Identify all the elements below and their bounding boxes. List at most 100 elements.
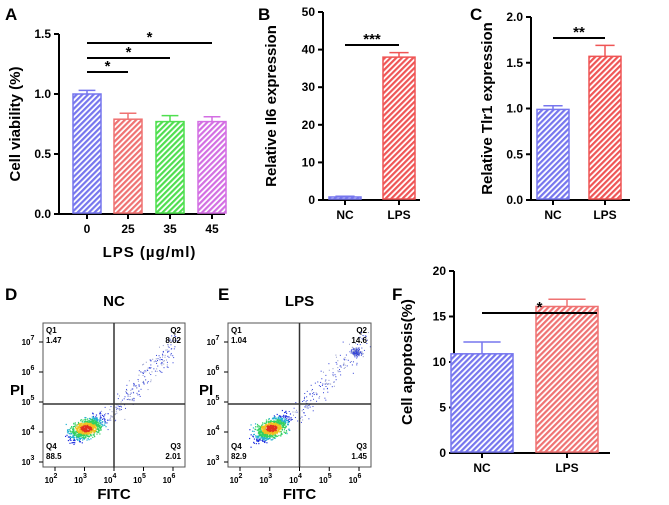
- scatter-point: [280, 435, 282, 437]
- scatter-point: [308, 418, 310, 420]
- scatter-point: [73, 431, 75, 433]
- scatter-point: [352, 347, 354, 349]
- scatter-point: [87, 418, 89, 420]
- scatter-point: [163, 367, 165, 369]
- scatter-point: [320, 381, 322, 383]
- scatter-point: [306, 390, 308, 392]
- scatter-point: [252, 436, 255, 438]
- scatter-point: [255, 426, 257, 428]
- scatter-point: [69, 430, 72, 432]
- scatter-point: [78, 440, 81, 442]
- scatter-point: [71, 442, 73, 444]
- scatter-point: [325, 374, 327, 376]
- scatter-point: [309, 394, 311, 396]
- scatter-point: [96, 433, 98, 435]
- bar-lps: [382, 56, 416, 200]
- scatter-point: [316, 394, 318, 396]
- scatter-point: [104, 406, 106, 408]
- scatter-point: [306, 405, 308, 407]
- scatter-point: [267, 435, 269, 438]
- scatter-point: [361, 347, 363, 349]
- scatter-point: [259, 434, 261, 437]
- scatter-point: [366, 343, 368, 345]
- scatter-point: [143, 381, 145, 383]
- scatter-point: [266, 424, 268, 426]
- scatter-point: [142, 380, 144, 382]
- y-tick-label: 10: [433, 355, 447, 369]
- scatter-point: [339, 354, 341, 356]
- scatter-point: [280, 434, 282, 436]
- scatter-point: [352, 351, 354, 353]
- scatter-point: [270, 424, 272, 426]
- scatter-point: [97, 428, 100, 430]
- quadrant-value-q3: 2.01: [165, 452, 181, 461]
- y-tick-label: 0.5: [506, 147, 523, 161]
- scatter-point: [261, 426, 263, 428]
- scatter-point: [280, 418, 283, 420]
- scatter-point: [264, 424, 266, 427]
- scatter-point: [275, 435, 277, 437]
- scatter-point: [78, 429, 81, 431]
- scatter-point: [127, 395, 129, 397]
- scatter-point: [282, 426, 285, 428]
- scatter-point: [252, 435, 254, 437]
- scatter-point: [150, 359, 152, 361]
- scatter-point: [94, 430, 96, 433]
- scatter-point: [83, 429, 85, 431]
- scatter-point: [125, 390, 127, 392]
- scatter-point: [283, 422, 286, 424]
- scatter-point: [151, 371, 153, 373]
- scatter-point: [310, 384, 312, 386]
- scatter-point: [147, 367, 149, 369]
- quadrant-name: Q4: [46, 442, 57, 451]
- scatter-point: [94, 420, 96, 422]
- scatter-point: [92, 412, 94, 414]
- y-axis-label: Relative Il6 expression: [263, 25, 280, 187]
- scatter-point: [142, 374, 144, 376]
- scatter-point: [268, 433, 271, 436]
- scatter-point: [77, 428, 79, 431]
- scatter-point: [80, 427, 82, 429]
- y-tick-exponent: 6: [31, 365, 35, 372]
- scatter-point: [335, 376, 337, 378]
- scatter-point: [89, 420, 91, 422]
- scatter-point: [283, 420, 285, 422]
- scatter-point: [280, 415, 282, 418]
- scatter-point: [81, 435, 83, 437]
- scatter-point: [158, 346, 160, 348]
- scatter-point: [80, 437, 83, 439]
- scatter-point: [281, 424, 283, 426]
- scatter-point: [259, 433, 261, 435]
- scatter-point: [165, 349, 167, 351]
- scatter-point: [88, 427, 90, 429]
- scatter-point: [160, 359, 162, 361]
- scatter-point: [95, 418, 97, 420]
- scatter-point: [358, 349, 360, 351]
- scatter-point: [264, 435, 266, 437]
- y-tick-label: 0: [308, 193, 315, 207]
- scatter-point: [72, 431, 74, 433]
- scatter-point: [73, 438, 75, 440]
- scatter-point: [351, 346, 353, 348]
- scatter-point: [96, 424, 98, 426]
- scatter-point: [354, 351, 356, 353]
- scatter-point: [278, 420, 280, 423]
- scatter-point: [273, 422, 275, 424]
- x-tick-label: 104: [289, 473, 302, 485]
- scatter-point: [289, 418, 291, 420]
- scatter-point: [282, 423, 284, 425]
- scatter-point: [306, 407, 308, 409]
- scatter-point: [304, 396, 306, 398]
- scatter-point: [272, 433, 274, 436]
- scatter-point: [261, 439, 263, 441]
- scatter-point: [285, 415, 287, 418]
- scatter-point: [357, 343, 359, 345]
- scatter-point: [262, 431, 264, 433]
- scatter-point: [167, 344, 169, 346]
- scatter-point: [140, 371, 142, 373]
- scatter-point: [154, 360, 156, 362]
- scatter-point: [92, 423, 94, 425]
- scatter-point: [266, 431, 268, 433]
- scatter-point: [284, 420, 286, 422]
- scatter-point: [161, 362, 163, 364]
